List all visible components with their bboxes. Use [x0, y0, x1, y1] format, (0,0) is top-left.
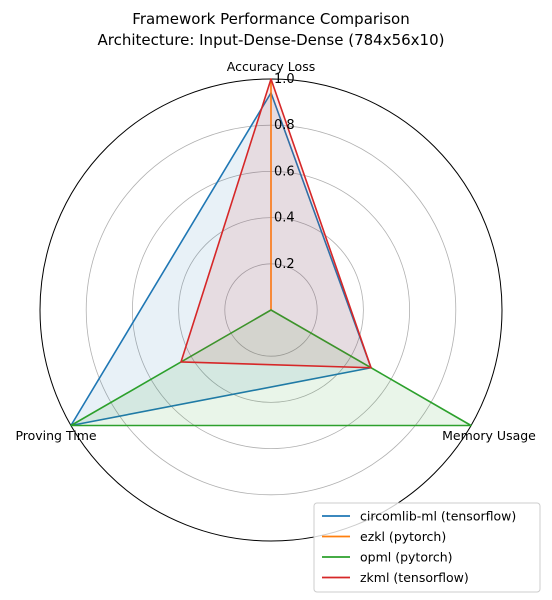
legend-label-1: ezkl (pytorch) — [360, 529, 446, 544]
axis-label-0: Accuracy Loss — [227, 59, 315, 74]
series-layer — [70, 78, 472, 427]
radial-ticks: 0.2 0.4 0.6 0.8 1.0 — [274, 72, 295, 272]
legend-frame — [313, 502, 541, 593]
series-line-0 — [70, 92, 372, 427]
series-fill-3 — [180, 79, 372, 368]
legend-label-3: zkml (tensorflow) — [360, 570, 469, 585]
r-tick-label-2: 0.6 — [274, 164, 295, 179]
series-fill-0 — [70, 92, 372, 426]
r-tick-label-0: 0.2 — [274, 257, 295, 272]
series-fill-2 — [70, 310, 472, 426]
chart-title: Framework Performance Comparison — [132, 10, 409, 28]
r-tick-label-1: 0.4 — [274, 211, 295, 226]
axis-label-2: Proving Time — [15, 428, 96, 443]
axis-labels: Accuracy Loss Memory Usage Proving Time — [15, 59, 536, 443]
r-tick-label-4: 1.0 — [274, 72, 295, 87]
r-tick-label-3: 0.8 — [274, 118, 295, 133]
axis-label-1: Memory Usage — [442, 428, 536, 443]
series-line-3 — [180, 78, 372, 369]
legend: circomlib-ml (tensorflow) ezkl (pytorch) o… — [313, 502, 541, 593]
chart-subtitle: Architecture: Input-Dense-Dense (784x56x… — [97, 31, 444, 49]
legend-label-0: circomlib-ml (tensorflow) — [360, 509, 516, 524]
legend-label-2: opml (pytorch) — [360, 550, 453, 565]
